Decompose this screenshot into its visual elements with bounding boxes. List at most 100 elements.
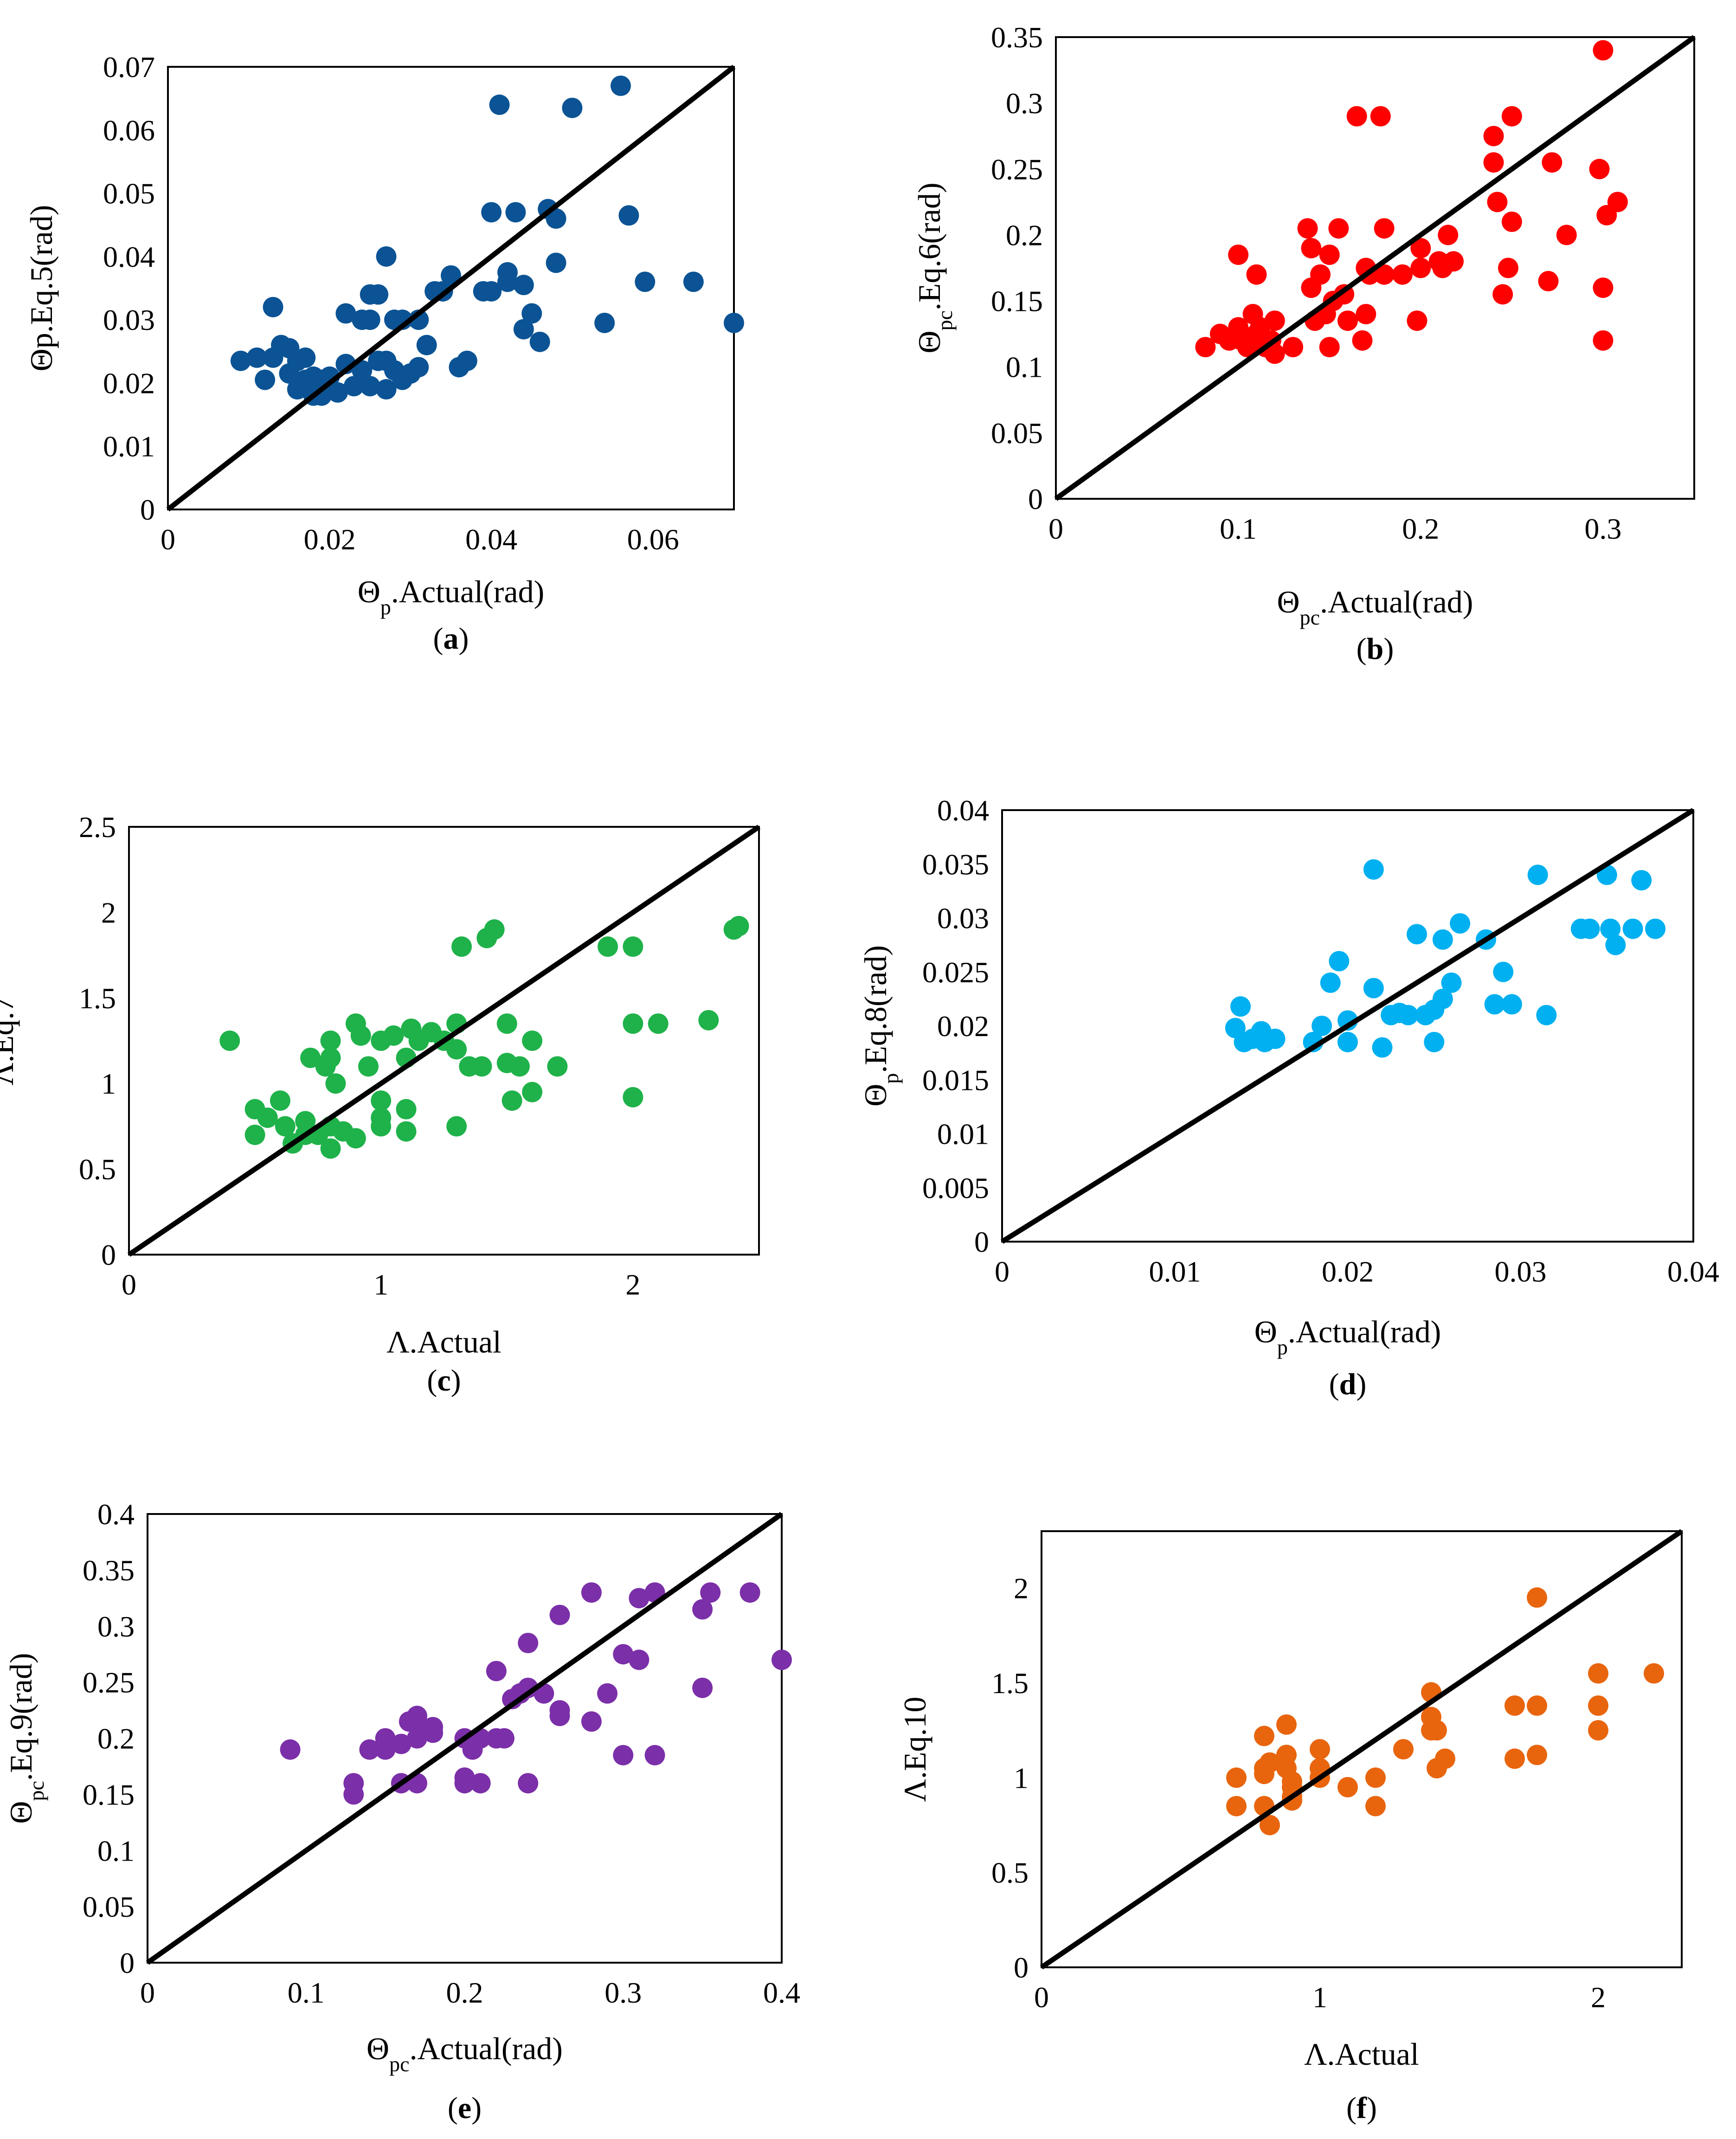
y-tick-label: 0 [140, 493, 155, 526]
data-point [692, 1599, 713, 1620]
data-point [358, 1056, 379, 1077]
data-point [343, 376, 364, 397]
x-axis-label: Λ.Actual [386, 1324, 502, 1359]
data-point [320, 1047, 341, 1068]
y-tick-label: 1 [1014, 1761, 1029, 1794]
y-axis-label: Λ.Eq.10 [897, 1697, 932, 1802]
data-point [529, 331, 550, 352]
y-tick-label: 0.5 [79, 1153, 116, 1186]
reference-line-1to1 [127, 825, 761, 1257]
data-point [739, 1582, 760, 1603]
x-axis-label: Θpc.Actual(rad) [366, 2031, 563, 2076]
data-point [481, 281, 502, 302]
data-point [270, 1090, 290, 1111]
data-point [1483, 152, 1504, 173]
data-point [489, 94, 510, 115]
reference-line-1to1 [1001, 808, 1695, 1244]
data-point [1374, 264, 1395, 285]
caption-letter: a [444, 622, 459, 656]
panel-d: 0 0.005 0.01 0.015 0.02 0.025 0.03 0.035 0.04 0 0.… [858, 794, 1719, 1401]
y-tick-label: 2.5 [79, 811, 116, 844]
data-point [1310, 1739, 1330, 1759]
x-tick-label: 0.3 [1584, 512, 1621, 545]
data-point [623, 936, 643, 957]
y-tick-label: 0.05 [103, 177, 155, 210]
data-point [635, 271, 656, 292]
data-point [1365, 1767, 1386, 1788]
caption-open-paren: ( [433, 622, 444, 656]
data-point [1363, 978, 1384, 999]
reference-line-1to1 [166, 64, 736, 512]
data-point [1435, 1748, 1455, 1769]
data-points [230, 75, 744, 406]
y-tick-label: 0.005 [922, 1172, 989, 1205]
data-point [1264, 343, 1285, 364]
caption-open-paren: ( [1329, 1367, 1339, 1401]
data-point [623, 1013, 643, 1034]
y-tick-label: 0.05 [83, 1890, 135, 1923]
y-axis-label-symbol: Θ [3, 1801, 39, 1823]
caption-open-paren: ( [427, 1364, 437, 1398]
panel-caption: (a) [433, 622, 469, 656]
y-tick-label: 0.07 [103, 51, 155, 84]
data-point [1527, 1587, 1547, 1608]
data-point [1374, 218, 1395, 239]
data-point [546, 208, 566, 229]
data-point [629, 1649, 649, 1670]
x-axis-label-rest: .Actual(rad) [410, 2031, 563, 2066]
data-point [562, 97, 583, 118]
plot-frame [128, 826, 760, 1256]
data-point [509, 1056, 530, 1077]
data-point [1443, 251, 1464, 272]
data-point [494, 1728, 514, 1749]
x-tick-label: 1 [1312, 1981, 1327, 2014]
x-axis-label-subscript: p [1277, 1335, 1288, 1359]
data-point [1542, 152, 1562, 173]
data-point [1631, 870, 1652, 891]
data-point [1483, 126, 1504, 147]
data-point [1589, 159, 1610, 180]
y-tick-label: 0 [974, 1225, 989, 1258]
data-point [1527, 1745, 1547, 1765]
x-axis-label-rest: .Actual(rad) [1288, 1314, 1441, 1349]
data-point [1424, 1031, 1445, 1052]
data-point [496, 1013, 517, 1034]
x-tick-label: 0 [1048, 512, 1063, 545]
data-point [1588, 1695, 1608, 1716]
x-axis-label-subscript: p [380, 595, 391, 619]
data-point [497, 262, 518, 283]
data-point [1538, 271, 1559, 291]
data-points [280, 1582, 792, 1805]
data-point [350, 1025, 371, 1046]
y-tick-label: 0 [101, 1238, 116, 1271]
data-point [549, 1706, 570, 1727]
data-point [1246, 264, 1267, 285]
data-point [295, 1111, 316, 1132]
x-tick-label: 0.2 [1402, 512, 1439, 545]
data-point [1337, 310, 1358, 331]
y-tick-label: 0.05 [991, 417, 1043, 450]
data-point [598, 936, 618, 957]
y-tick-label: 1.5 [79, 982, 116, 1015]
y-tick-label: 0.04 [103, 240, 155, 273]
data-point [1372, 1037, 1393, 1058]
data-point [446, 1039, 467, 1060]
data-point [376, 246, 397, 267]
x-axis-label-subscript: pc [389, 2052, 409, 2076]
y-tick-label: 0 [120, 1946, 135, 1979]
data-point [1352, 330, 1373, 351]
x-axis-label-rest: .Actual [410, 1324, 502, 1359]
x-axis-label: Θp.Actual(rad) [1254, 1314, 1441, 1359]
x-axis-label-symbol: Λ [386, 1324, 409, 1359]
data-point [772, 1649, 792, 1670]
caption-close-paren: ) [1367, 2091, 1377, 2125]
y-tick-label: 0.15 [83, 1778, 135, 1811]
y-axis-label-rest: p.Eq.5(rad) [24, 205, 59, 349]
data-point [320, 1138, 341, 1159]
caption-letter: b [1367, 632, 1384, 666]
x-axis-label: Θpc.Actual(rad) [1277, 584, 1473, 629]
y-axis-label-symbol: Θ [912, 330, 947, 353]
caption-open-paren: ( [1346, 2091, 1357, 2125]
